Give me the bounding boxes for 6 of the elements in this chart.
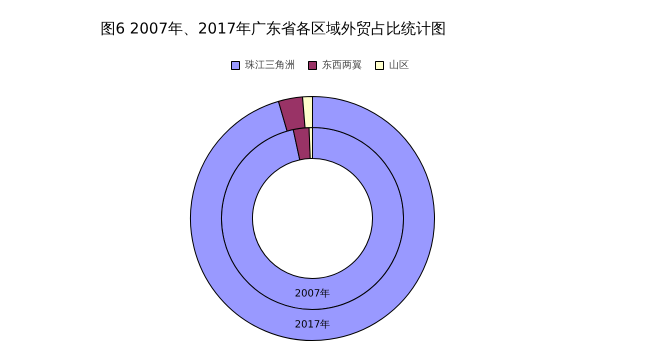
slice-label: 2017年 — [294, 318, 330, 330]
legend-label: 山区 — [389, 58, 409, 72]
legend-label: 珠江三角洲 — [245, 58, 295, 72]
legend-label: 东西两翼 — [322, 58, 362, 72]
slice-label: 2007年 — [294, 288, 330, 300]
chart-title: 图6 2007年、2017年广东省各区域外贸占比统计图 — [100, 20, 446, 38]
